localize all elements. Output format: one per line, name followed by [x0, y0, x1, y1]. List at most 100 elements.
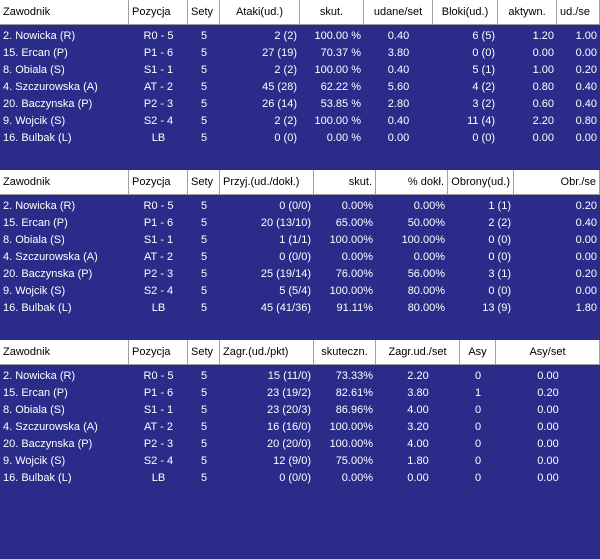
serve-stats-table: Zawodnik Pozycja Sety Zagr.(ud./pkt) skutecz…: [0, 340, 600, 487]
player-name-cell: 2. Nowicka (R): [3, 200, 76, 212]
table-row[interactable]: 20. Baczynska (P) P2 - 3 5 26 (14) 53.85 % 2.…: [0, 96, 600, 113]
table-row[interactable]: 9. Wojcik (S) S2 - 4 5 2 (2) 100.00 % 0.40 11 …: [0, 113, 600, 130]
table-cell: 20 (20/0): [266, 438, 311, 450]
player-name-cell: 9. Wojcik (S): [3, 455, 66, 467]
reception-column-header[interactable]: Obr./se: [514, 170, 600, 194]
serve-column-header[interactable]: skuteczn.: [314, 340, 376, 364]
table-cell: 86.96%: [335, 404, 373, 416]
table-row[interactable]: 9. Wojcik (S) S2 - 4 5 12 (9/0) 75.00% 1.80 0 0…: [0, 453, 600, 470]
reception-column-header[interactable]: Przyj.(ud./dokł.): [220, 170, 314, 194]
table-cell: 0.40: [575, 81, 597, 93]
table-row[interactable]: 8. Obiala (S) S1 - 1 5 2 (2) 100.00 % 0.40 5 (…: [0, 62, 600, 79]
table-cell: 16 (16/0): [266, 421, 311, 433]
player-name-cell: 15. Ercan (P): [3, 47, 68, 59]
table-cell: 6 (5): [472, 30, 495, 42]
table-cell: 23 (19/2): [266, 387, 311, 399]
table-row[interactable]: 15. Ercan (P) P1 - 6 5 23 (19/2) 82.61% 3.80 1…: [0, 385, 600, 402]
serve-column-header[interactable]: Zagr.ud./set: [376, 340, 460, 364]
table-cell: 80.00%: [407, 285, 445, 297]
attack-column-header[interactable]: udane/set: [364, 0, 433, 24]
player-name-cell: 16. Bulbak (L): [3, 302, 72, 314]
table-row[interactable]: 15. Ercan (P) P1 - 6 5 20 (13/10) 65.00% 50.0…: [0, 215, 600, 232]
table-row[interactable]: 4. Szczurowska (A) AT - 2 5 0 (0/0) 0.00% 0.0…: [0, 249, 600, 266]
serve-column-header[interactable]: Pozycja: [129, 340, 188, 364]
table-row[interactable]: 16. Bulbak (L) LB 5 0 (0) 0.00 % 0.00 0 (0) 0.0…: [0, 130, 600, 147]
table-cell: 4.00: [407, 404, 429, 416]
table-row[interactable]: 4. Szczurowska (A) AT - 2 5 45 (28) 62.22 % 5…: [0, 79, 600, 96]
table-cell: 45 (41/36): [260, 302, 311, 314]
table-row[interactable]: 2. Nowicka (R) R0 - 5 5 0 (0/0) 0.00% 0.00% 1 …: [0, 198, 600, 215]
player-name-cell: 8. Obiala (S): [3, 64, 65, 76]
player-name-cell: 16. Bulbak (L): [3, 472, 72, 484]
attack-column-header[interactable]: skut.: [300, 0, 364, 24]
table-cell: 1 (1): [488, 200, 511, 212]
table-cell: 0.00: [532, 132, 554, 144]
table-cell: 0.00: [537, 438, 559, 450]
table-cell: LB: [151, 132, 166, 144]
table-cell: 5: [200, 370, 208, 382]
attack-table-header: Zawodnik Pozycja Sety Ataki(ud.) skut. udane/…: [0, 0, 600, 25]
table-cell: 5.60: [387, 81, 410, 93]
reception-column-header[interactable]: Pozycja: [129, 170, 188, 194]
table-cell: 75.00%: [335, 455, 373, 467]
table-cell: P2 - 3: [143, 438, 174, 450]
table-cell: P1 - 6: [143, 217, 174, 229]
table-row[interactable]: 9. Wojcik (S) S2 - 4 5 5 (5/4) 100.00% 80.00%…: [0, 283, 600, 300]
serve-table-header: Zawodnik Pozycja Sety Zagr.(ud./pkt) skutecz…: [0, 340, 600, 365]
serve-column-header[interactable]: Zawodnik: [0, 340, 129, 364]
table-row[interactable]: 2. Nowicka (R) R0 - 5 5 2 (2) 100.00 % 0.40 6 …: [0, 28, 600, 45]
player-name-cell: 8. Obiala (S): [3, 234, 65, 246]
table-cell: 0.00%: [341, 200, 373, 212]
attack-column-header[interactable]: Sety: [188, 0, 220, 24]
attack-column-header[interactable]: Zawodnik: [0, 0, 129, 24]
attack-column-header[interactable]: Pozycja: [129, 0, 188, 24]
table-cell: 0.20: [575, 200, 597, 212]
attack-column-header[interactable]: Ataki(ud.): [220, 0, 300, 24]
serve-column-header[interactable]: Zagr.(ud./pkt): [220, 340, 314, 364]
reception-column-header[interactable]: Zawodnik: [0, 170, 129, 194]
table-row[interactable]: 8. Obiala (S) S1 - 1 5 1 (1/1) 100.00% 100.00…: [0, 232, 600, 249]
attack-column-header[interactable]: Bloki(ud.): [433, 0, 498, 24]
table-cell: 1.00: [532, 64, 554, 76]
table-cell: 0.80: [532, 81, 554, 93]
attack-column-header[interactable]: aktywn.: [498, 0, 557, 24]
table-cell: 100.00%: [329, 421, 373, 433]
table-cell: 1.80: [575, 302, 597, 314]
table-cell: 76.00%: [335, 268, 373, 280]
table-row[interactable]: 20. Baczynska (P) P2 - 3 5 20 (20/0) 100.00%…: [0, 436, 600, 453]
table-cell: 0: [474, 421, 482, 433]
reception-column-header[interactable]: skut.: [314, 170, 376, 194]
table-row[interactable]: 16. Bulbak (L) LB 5 0 (0/0) 0.00% 0.00 0 0.00: [0, 470, 600, 487]
table-cell: 5: [200, 217, 208, 229]
player-name-cell: 20. Baczynska (P): [3, 438, 93, 450]
table-cell: 1.00: [575, 30, 597, 42]
table-cell: 0.00: [537, 370, 559, 382]
table-row[interactable]: 20. Baczynska (P) P2 - 3 5 25 (19/14) 76.00%…: [0, 266, 600, 283]
table-cell: 3.80: [407, 387, 429, 399]
table-cell: 3 (1): [488, 268, 511, 280]
table-row[interactable]: 15. Ercan (P) P1 - 6 5 27 (19) 70.37 % 3.80 0 …: [0, 45, 600, 62]
table-cell: 2 (2): [274, 115, 297, 127]
table-row[interactable]: 8. Obiala (S) S1 - 1 5 23 (20/3) 86.96% 4.00 0…: [0, 402, 600, 419]
player-name-cell: 15. Ercan (P): [3, 217, 68, 229]
serve-column-header[interactable]: Asy: [460, 340, 496, 364]
table-row[interactable]: 4. Szczurowska (A) AT - 2 5 16 (16/0) 100.00…: [0, 419, 600, 436]
table-cell: 0.20: [575, 64, 597, 76]
table-cell: 5 (1): [472, 64, 495, 76]
table-cell: 0.80: [575, 115, 597, 127]
reception-table-body: 2. Nowicka (R) R0 - 5 5 0 (0/0) 0.00% 0.00% 1 …: [0, 195, 600, 317]
serve-column-header[interactable]: Sety: [188, 340, 220, 364]
table-row[interactable]: 2. Nowicka (R) R0 - 5 5 15 (11/0) 73.33% 2.20…: [0, 368, 600, 385]
table-cell: 2 (2): [274, 64, 297, 76]
table-cell: 3.80: [387, 47, 410, 59]
serve-column-header[interactable]: Asy/set: [496, 340, 600, 364]
table-cell: 11 (4): [467, 115, 495, 127]
attack-column-header[interactable]: ud./se: [557, 0, 600, 24]
attack-table-body: 2. Nowicka (R) R0 - 5 5 2 (2) 100.00 % 0.40 6 …: [0, 25, 600, 147]
reception-column-header[interactable]: % dokł.: [376, 170, 448, 194]
reception-column-header[interactable]: Sety: [188, 170, 220, 194]
table-row[interactable]: 16. Bulbak (L) LB 5 45 (41/36) 91.11% 80.00% 1…: [0, 300, 600, 317]
table-cell: 0 (0): [472, 132, 495, 144]
table-cell: 25 (19/14): [260, 268, 311, 280]
reception-column-header[interactable]: Obrony(ud.): [448, 170, 514, 194]
